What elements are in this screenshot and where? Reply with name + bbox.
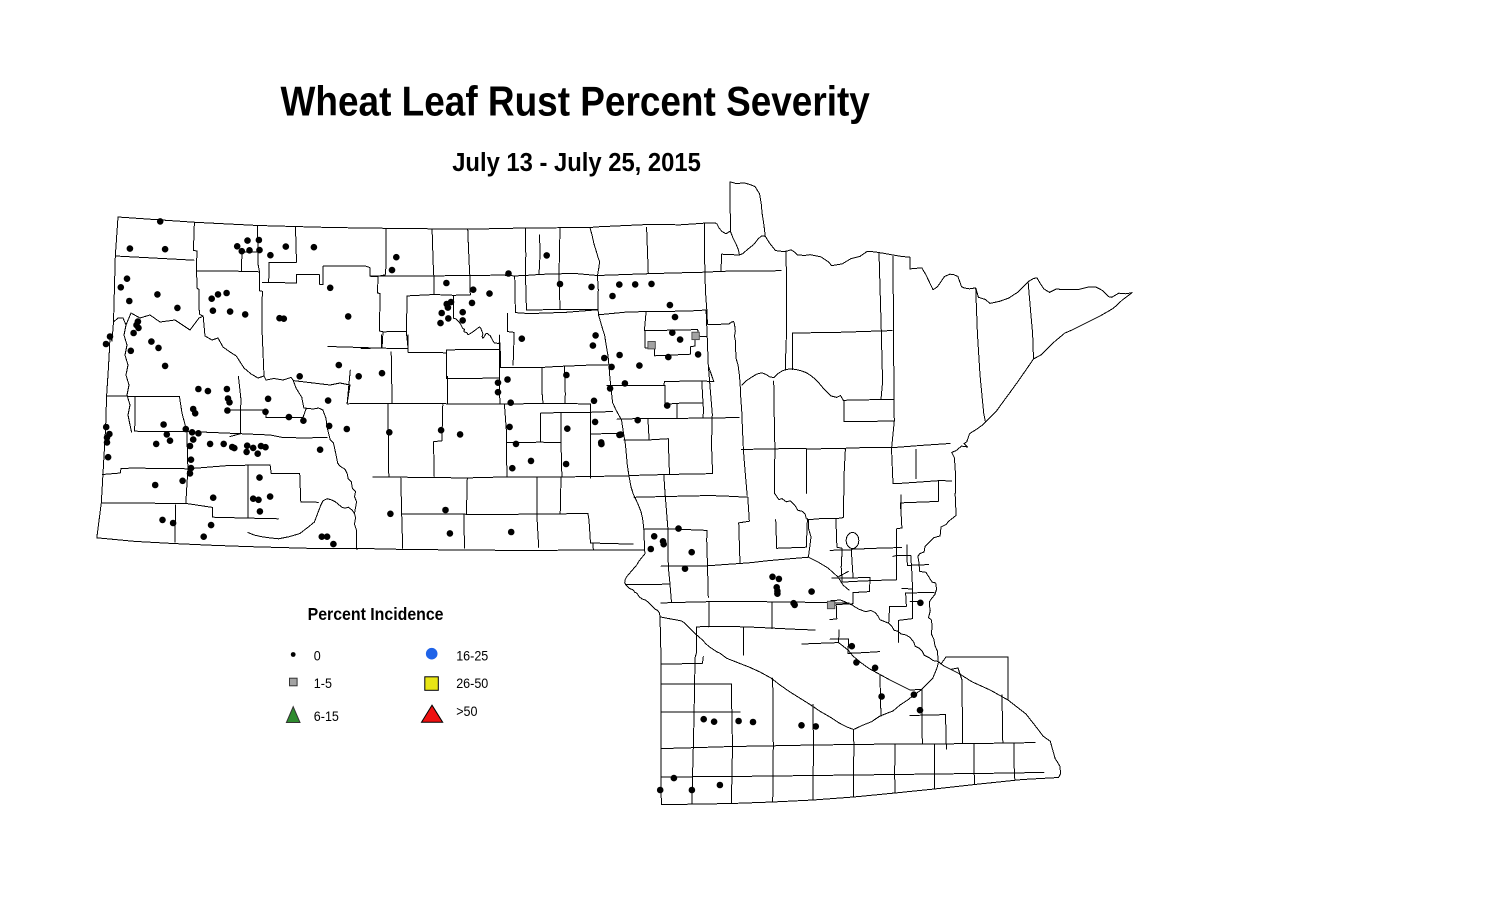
svg-text:Percent Incidence: Percent Incidence [308, 604, 444, 624]
svg-text:16-25: 16-25 [456, 648, 488, 664]
svg-text:July 13 - July 25, 2015: July 13 - July 25, 2015 [452, 149, 701, 177]
svg-text:>50: >50 [456, 704, 477, 720]
svg-text:6-15: 6-15 [314, 709, 339, 725]
svg-text:1-5: 1-5 [314, 676, 332, 692]
svg-text:0: 0 [314, 648, 321, 664]
svg-text:Wheat Leaf Rust Percent Severi: Wheat Leaf Rust Percent Severity [281, 78, 870, 125]
svg-text:26-50: 26-50 [456, 676, 488, 692]
